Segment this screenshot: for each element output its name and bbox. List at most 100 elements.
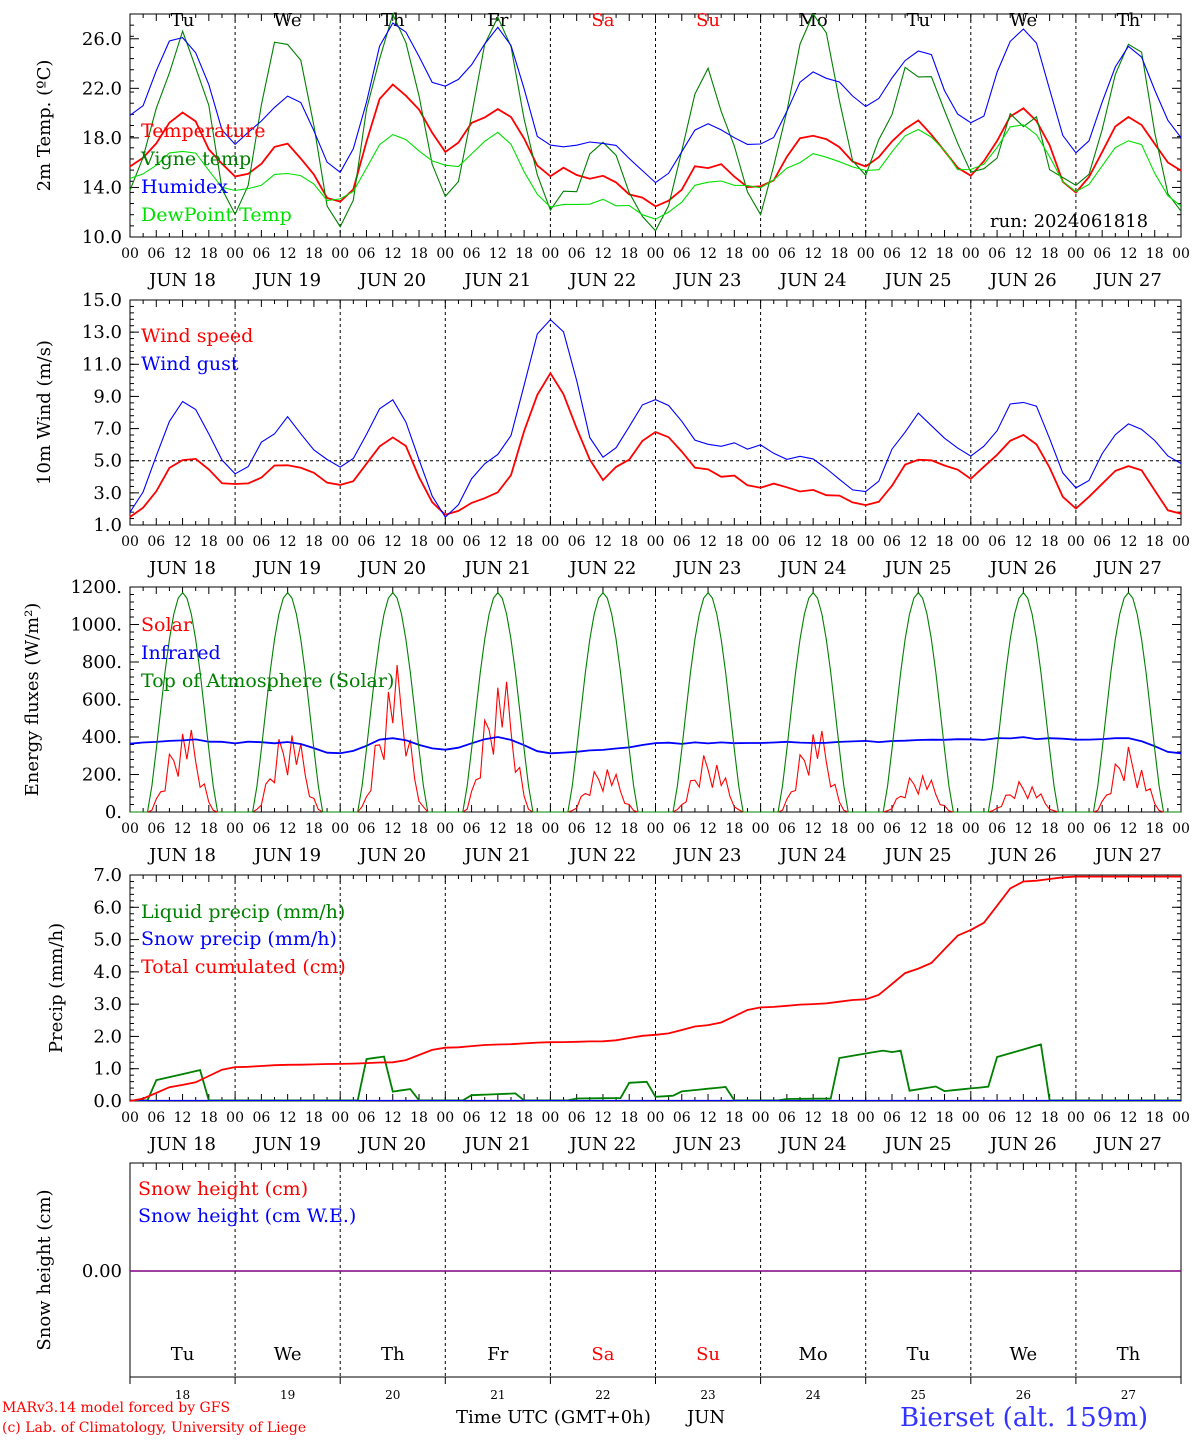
hour-tick-label: 18 xyxy=(1041,1110,1059,1126)
weekday-label: Mo xyxy=(799,1344,828,1365)
hour-tick-label: 12 xyxy=(279,1110,297,1126)
hour-tick-label: 06 xyxy=(147,246,165,262)
hour-tick-label: 06 xyxy=(988,534,1006,550)
hour-tick-label: 06 xyxy=(147,1110,165,1126)
y-tick-label: 7.0 xyxy=(93,419,122,440)
hour-tick-label: 06 xyxy=(778,821,796,837)
hour-tick-label: 00 xyxy=(1067,246,1085,262)
date-label: JUN 21 xyxy=(462,270,531,291)
date-label: JUN 27 xyxy=(1093,270,1162,291)
weekday-label: Fr xyxy=(487,1344,508,1365)
hour-tick-label: 18 xyxy=(620,1110,638,1126)
date-label: JUN 27 xyxy=(1093,1134,1162,1155)
day-number-label: 25 xyxy=(911,1388,926,1402)
hour-tick-label: 00 xyxy=(857,821,875,837)
date-label: JUN 24 xyxy=(778,558,847,579)
date-label: JUN 26 xyxy=(988,845,1057,866)
weekday-label: Tu xyxy=(171,1344,195,1365)
hour-tick-label: 00 xyxy=(541,821,559,837)
hour-tick-label: 00 xyxy=(752,821,770,837)
series-line-total-cumulated-cm- xyxy=(129,875,1181,1102)
hour-tick-label: 06 xyxy=(883,534,901,550)
y-tick-label: 5.0 xyxy=(93,451,122,472)
hour-tick-label: 12 xyxy=(384,246,402,262)
hour-tick-label: 18 xyxy=(936,1110,954,1126)
hour-tick-label: 18 xyxy=(725,534,743,550)
date-label: JUN 21 xyxy=(462,558,531,579)
panel-3-frame xyxy=(129,586,1182,813)
hour-tick-label: 00 xyxy=(647,821,665,837)
hour-tick-label: 12 xyxy=(1014,1110,1032,1126)
weekday-label: Sa xyxy=(591,1344,614,1365)
hour-tick-label: 00 xyxy=(226,534,244,550)
panel-5-y-title: Snow height (cm) xyxy=(34,1189,55,1350)
hour-tick-label: 06 xyxy=(1093,821,1111,837)
weekday-label: Mo xyxy=(799,10,828,31)
hour-tick-label: 18 xyxy=(620,821,638,837)
y-tick-label: 9.0 xyxy=(93,386,122,407)
legend-entry: Vigne temp xyxy=(140,148,251,170)
date-label: JUN 19 xyxy=(252,558,321,579)
hour-tick-label: 18 xyxy=(200,1110,218,1126)
hour-tick-label: 18 xyxy=(1041,246,1059,262)
hour-tick-label: 18 xyxy=(410,821,428,837)
hour-tick-label: 06 xyxy=(463,246,481,262)
hour-tick-label: 12 xyxy=(804,821,822,837)
weekday-label: We xyxy=(1010,10,1038,31)
date-label: JUN 25 xyxy=(883,270,952,291)
panel-2-y-title: 10m Wind (m/s) xyxy=(34,340,55,485)
hour-tick-label: 12 xyxy=(699,246,717,262)
series-line-temperature xyxy=(129,83,1182,208)
y-tick-label: 0.00 xyxy=(82,1261,122,1282)
weekday-label: Sa xyxy=(591,10,614,31)
hour-tick-label: 18 xyxy=(725,1110,743,1126)
hour-tick-label: 06 xyxy=(568,246,586,262)
hour-tick-label: 18 xyxy=(515,534,533,550)
legend-entry: Snow precip (mm/h) xyxy=(141,928,337,950)
x-axis-title: Time UTC (GMT+0h) xyxy=(456,1407,651,1428)
hour-tick-label: 12 xyxy=(1014,534,1032,550)
y-tick-label: 26.0 xyxy=(82,29,122,50)
day-number-label: 22 xyxy=(595,1388,610,1402)
y-tick-label: 7.0 xyxy=(93,865,122,886)
hour-tick-label: 00 xyxy=(226,821,244,837)
hour-tick-label: 18 xyxy=(725,246,743,262)
weekday-label: Th xyxy=(381,1344,405,1365)
hour-tick-label: 00 xyxy=(962,246,980,262)
series-line-vigne-temp xyxy=(129,12,1182,232)
hour-tick-label: 12 xyxy=(279,821,297,837)
hour-tick-label: 12 xyxy=(699,821,717,837)
day-number-label: 18 xyxy=(175,1388,190,1402)
hour-tick-label: 12 xyxy=(594,821,612,837)
station-label: Bierset (alt. 159m) xyxy=(900,1403,1149,1433)
x-axis-month: JUN xyxy=(687,1407,726,1428)
hour-tick-label: 00 xyxy=(331,246,349,262)
day-number-label: 20 xyxy=(385,1388,400,1402)
hour-tick-label: 12 xyxy=(384,1110,402,1126)
y-tick-label: 200. xyxy=(82,765,122,786)
hour-tick-label: 12 xyxy=(699,534,717,550)
legend-entry: Total cumulated (cm) xyxy=(141,956,346,978)
date-label: JUN 26 xyxy=(988,558,1057,579)
hour-tick-label: 18 xyxy=(936,821,954,837)
hour-tick-label: 18 xyxy=(831,1110,849,1126)
panel-3-y-title: Energy fluxes (W/m²) xyxy=(22,603,43,797)
hour-tick-label: 06 xyxy=(358,1110,376,1126)
hour-tick-label: 12 xyxy=(174,246,192,262)
date-label: JUN 22 xyxy=(568,1134,637,1155)
hour-tick-label: 00 xyxy=(647,246,665,262)
hour-tick-label: 00 xyxy=(752,246,770,262)
hour-tick-label: 18 xyxy=(410,246,428,262)
hour-tick-label: 18 xyxy=(831,534,849,550)
hour-tick-label: 12 xyxy=(489,821,507,837)
y-tick-label: 6.0 xyxy=(93,897,122,918)
hour-tick-label: 06 xyxy=(1093,1110,1111,1126)
hour-tick-label: 00 xyxy=(226,246,244,262)
day-number-label: 21 xyxy=(490,1388,505,1402)
legend-entry: DewPoint Temp xyxy=(141,204,292,226)
hour-tick-label: 18 xyxy=(1146,1110,1164,1126)
date-label: JUN 18 xyxy=(147,558,216,579)
series-line-infrared xyxy=(129,736,1182,755)
hour-tick-label: 06 xyxy=(358,534,376,550)
